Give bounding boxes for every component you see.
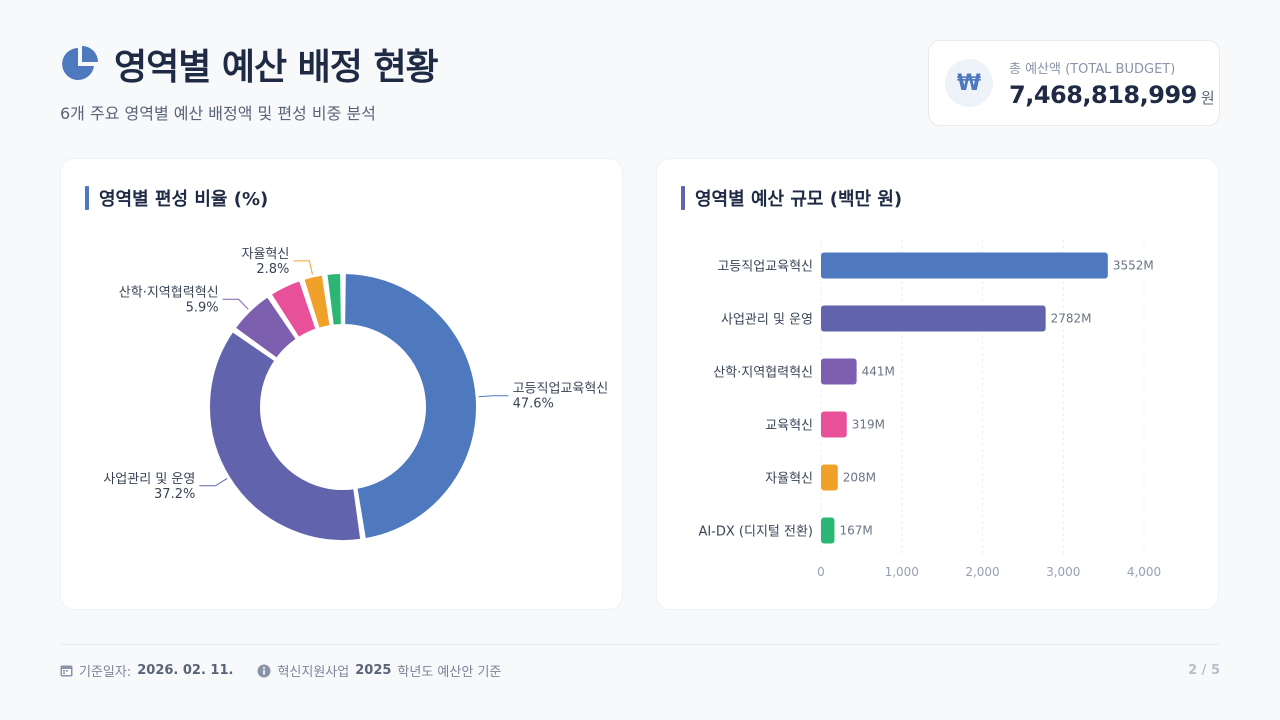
donut-label-percent: 5.9% <box>186 300 219 315</box>
bar-value-label: 3552M <box>1113 259 1154 273</box>
info-icon <box>257 664 271 677</box>
x-tick-label: 0 <box>817 565 825 579</box>
x-tick-label: 3,000 <box>1046 565 1080 579</box>
bar-value-label: 167M <box>839 524 872 538</box>
donut-label-percent: 47.6% <box>513 397 554 412</box>
page-title: 영역별 예산 배정 현황 <box>114 47 439 88</box>
date-label: 기준일자: <box>79 665 132 680</box>
title-accent-bar <box>85 186 89 210</box>
pie-chart-icon <box>62 46 98 80</box>
donut-label-percent: 37.2% <box>154 487 195 502</box>
bar-value-label: 319M <box>852 418 885 432</box>
donut-label-leader <box>222 298 249 310</box>
donut-chart-panel: 영역별 편성 비율 (%) 고등직업교육혁신 47.6% 사업관리 및 운영 37.2… <box>60 158 623 610</box>
donut-slice <box>233 295 298 360</box>
calendar-icon <box>60 665 73 677</box>
bar-value-label: 208M <box>843 471 876 485</box>
bar-value-label: 2782M <box>1051 312 1092 326</box>
category-label: 고등직업교육혁신 <box>717 260 813 275</box>
title-accent-bar <box>681 186 685 210</box>
category-label: 산학·지역협력혁신 <box>713 366 813 381</box>
bar-chart-title: 영역별 예산 규모 (백만 원) <box>681 185 902 211</box>
note-suffix: 학년도 예산안 기준 <box>397 665 502 680</box>
page-header: 영역별 예산 배정 현황 6개 주요 영역별 예산 배정액 및 편성 비중 분석 <box>60 38 439 124</box>
x-tick-label: 4,000 <box>1127 565 1161 579</box>
bar-chart-title-text: 영역별 예산 규모 (백만 원) <box>695 189 903 210</box>
donut-label-name: 자율혁신 <box>242 247 290 262</box>
x-tick-label: 1,000 <box>885 565 919 579</box>
category-label: 사업관리 및 운영 <box>721 313 813 328</box>
x-tick-label: 2,000 <box>965 565 999 579</box>
donut-slice <box>269 279 318 339</box>
bar <box>821 358 857 385</box>
total-budget-label: 총 예산액 (TOTAL BUDGET) <box>1009 61 1176 77</box>
donut-slice <box>343 272 478 541</box>
donut-label-leader <box>199 477 228 487</box>
bar-chart: 0 1,000 2,000 3,000 4,000 고등직업교육혁신 3552M 사업관리 및… <box>698 239 1161 579</box>
donut-chart-title-text: 영역별 편성 비율 (%) <box>99 189 269 210</box>
total-budget-card: ₩ 총 예산액 (TOTAL BUDGET) 7,468,818,999 원 <box>928 40 1220 126</box>
category-label: 교육혁신 <box>765 419 813 434</box>
footer-divider <box>60 644 1220 645</box>
donut-slice <box>208 330 363 542</box>
donut-label-name: 사업관리 및 운영 <box>103 472 195 487</box>
donut-label-name: 고등직업교육혁신 <box>513 382 609 397</box>
bar-chart-panel: 영역별 예산 규모 (백만 원) 0 1,000 2,000 3,000 4,000 고등… <box>656 158 1219 610</box>
bar-value-label: 441M <box>862 365 895 379</box>
won-icon: ₩ <box>945 59 993 107</box>
date-value: 2026. 02. 11. <box>137 663 234 678</box>
note-year: 2025 <box>355 663 392 678</box>
donut-slice <box>325 272 343 327</box>
page-number: 2 / 5 <box>1188 663 1220 678</box>
category-label: 자율혁신 <box>765 472 813 487</box>
bar <box>821 252 1108 279</box>
donut-label-name: 산학·지역협력혁신 <box>119 285 219 300</box>
donut-label-leader <box>478 395 509 398</box>
donut-chart-title: 영역별 편성 비율 (%) <box>85 185 268 211</box>
bar <box>821 517 835 544</box>
footer: 기준일자: 2026. 02. 11. 혁신지원사업 2025 학년도 예산안 기… <box>60 661 1220 680</box>
total-budget-unit: 원 <box>1200 88 1215 107</box>
total-budget-amount: 7,468,818,999 <box>1009 80 1197 109</box>
bar <box>821 305 1046 332</box>
donut-slice <box>302 273 332 330</box>
bar <box>821 411 847 438</box>
note-prefix: 혁신지원사업 <box>277 665 350 680</box>
bar <box>821 464 838 491</box>
category-label: AI-DX (디지털 전환) <box>698 525 813 540</box>
donut-label-leader <box>293 260 313 275</box>
donut-label-percent: 2.8% <box>256 262 289 277</box>
page-subtitle: 6개 주요 영역별 예산 배정액 및 편성 비중 분석 <box>60 104 376 123</box>
